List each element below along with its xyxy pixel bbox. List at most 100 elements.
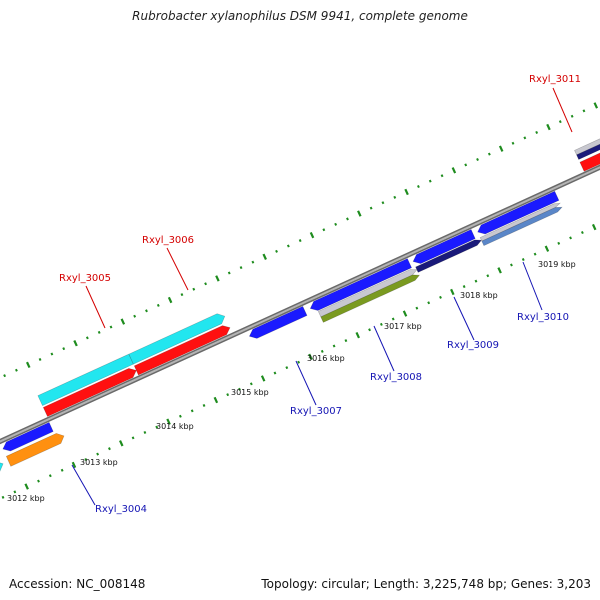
- scale-tick-label: 3017 kbp: [384, 322, 422, 331]
- scale-tick-upper: [381, 201, 385, 205]
- scale-tick-lower: [238, 387, 241, 391]
- cds-rxyl-3003: [2, 422, 54, 452]
- cds-rxyl-3010: [477, 190, 560, 235]
- scale-tick-lower: [497, 267, 502, 274]
- scale-tick-upper: [62, 347, 66, 351]
- scale-tick-upper: [346, 217, 349, 221]
- cds-rxyl-3011: [579, 152, 600, 172]
- scale-tick-upper: [120, 318, 126, 325]
- scale-tick-lower: [368, 328, 371, 332]
- scale-tick-lower: [119, 440, 124, 447]
- scale-tick-upper: [546, 123, 551, 131]
- scale-tick-lower: [462, 285, 466, 289]
- scale-tick-upper: [558, 120, 562, 124]
- scale-tick-upper: [404, 188, 409, 196]
- scale-tick-lower: [521, 258, 525, 262]
- scale-tick-lower: [249, 382, 253, 386]
- scale-tick-label: 3013 kbp: [80, 458, 118, 467]
- scale-tick-lower: [320, 349, 324, 353]
- scale-tick-label: 3012 kbp: [7, 494, 45, 503]
- scale-tick-upper: [156, 303, 160, 307]
- scale-tick-upper: [309, 231, 315, 239]
- scale-tick-upper: [511, 141, 515, 145]
- cds-rxyl-3006-cyan: [128, 313, 226, 365]
- scale-tick-lower: [474, 279, 478, 283]
- scale-tick-upper: [535, 130, 539, 134]
- scale-tick-lower: [143, 430, 147, 434]
- cds-rxyl-3009: [412, 229, 476, 264]
- scale-tick-lower: [226, 393, 230, 397]
- scale-tick-upper: [464, 163, 468, 167]
- scale-tick-lower: [379, 322, 383, 326]
- gene-label: Rxyl_3009: [447, 340, 499, 351]
- scale-tick-upper: [204, 282, 208, 286]
- gene-leader-line: [295, 360, 317, 406]
- cds-rxyl-3009-navy: [415, 239, 483, 273]
- scale-tick-upper: [298, 239, 302, 243]
- scale-tick-upper: [582, 109, 586, 113]
- cds-rxyl-3010-steel: [481, 206, 563, 246]
- scale-tick-lower: [202, 403, 206, 407]
- scale-tick-upper: [262, 253, 267, 260]
- scale-tick-lower: [190, 409, 194, 413]
- scale-tick-upper: [227, 271, 231, 275]
- scale-tick-upper: [251, 260, 255, 264]
- scale-tick-lower: [533, 252, 537, 256]
- scale-tick-lower: [178, 414, 182, 418]
- cds-rxyl-3010-gray: [479, 202, 561, 242]
- scale-tick-lower: [84, 457, 88, 462]
- scale-tick-upper: [167, 296, 173, 304]
- gene-label: Rxyl_3004: [95, 504, 147, 515]
- scale-tick-upper: [192, 287, 196, 291]
- scale-tick-lower: [60, 468, 64, 472]
- gene-leader-line: [453, 296, 475, 341]
- backbone-layer: [0, 164, 600, 445]
- scale-tick-upper: [523, 136, 527, 140]
- scale-tick-upper: [38, 357, 42, 361]
- scale-tick-lower: [415, 306, 419, 310]
- scale-tick-lower: [285, 366, 289, 370]
- cds-rxyl-3005: [42, 368, 137, 417]
- scale-tick-lower: [510, 263, 513, 267]
- scale-tick-lower: [427, 301, 431, 305]
- gene-leader-line: [166, 247, 189, 291]
- cds-rxyl-3007: [248, 306, 308, 339]
- gene-label: Rxyl_3007: [290, 406, 342, 417]
- backbone-line: [0, 166, 600, 443]
- scale-tick-label: 3019 kbp: [538, 260, 576, 269]
- gene-label: Rxyl_3005: [59, 273, 111, 284]
- scale-tick-lower: [131, 436, 135, 440]
- gene-label: Rxyl_3006: [142, 235, 194, 246]
- scale-tick-lower: [580, 231, 584, 235]
- scale-tick-upper: [109, 325, 113, 329]
- cds-rxyl-3006: [133, 325, 231, 376]
- scale-tick-lower: [71, 461, 77, 469]
- scale-tick-upper: [487, 152, 491, 156]
- scale-tick-lower: [273, 371, 277, 375]
- scale-tick-upper: [239, 266, 243, 270]
- scale-tick-upper: [498, 145, 504, 152]
- scale-tick-upper: [428, 179, 432, 183]
- gene-label: Rxyl_3010: [517, 312, 569, 323]
- scale-tick-lower: [155, 425, 159, 429]
- feature-layer: [0, 138, 600, 472]
- scale-tick-upper: [322, 228, 326, 232]
- scale-tick-lower: [344, 339, 348, 343]
- scale-tick-upper: [50, 352, 54, 356]
- scale-tick-upper: [357, 210, 362, 217]
- scale-tick-upper: [393, 195, 397, 199]
- scale-tick-upper: [215, 275, 220, 282]
- scale-tick-upper: [275, 249, 278, 253]
- scale-tick-upper: [3, 374, 7, 378]
- scale-tick-upper: [369, 206, 373, 210]
- scale-tick-lower: [450, 288, 455, 296]
- scale-tick-lower: [13, 490, 17, 494]
- label-line-layer: [71, 87, 573, 506]
- scale-tick-lower: [37, 479, 40, 483]
- scale-tick-lower: [569, 236, 572, 240]
- scale-tick-lower: [544, 245, 550, 252]
- scale-tick-lower: [213, 396, 219, 404]
- scale-tick-upper: [145, 309, 148, 313]
- scale-tick-upper: [73, 340, 78, 347]
